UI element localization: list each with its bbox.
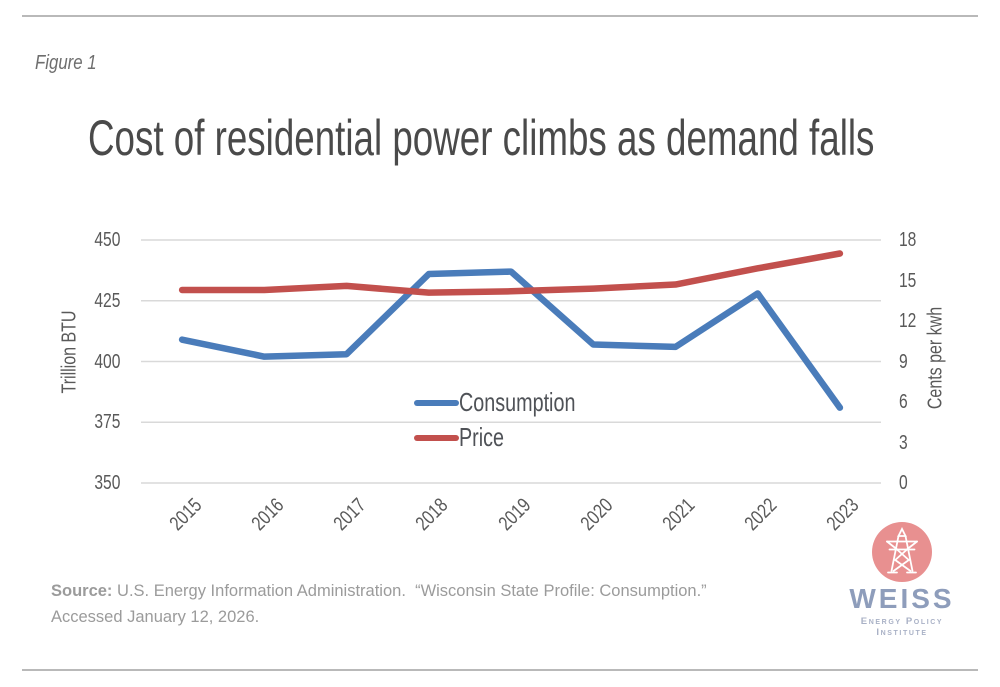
chart-title-text: Cost of residential power climbs as dema… xyxy=(88,110,875,166)
figure-label-text: Figure 1 xyxy=(35,52,97,74)
source-label: Source: xyxy=(51,582,113,600)
right-tick-label: 12 xyxy=(899,310,917,332)
legend-item-price: Price xyxy=(414,424,518,451)
right-tick-label: 18 xyxy=(899,229,917,251)
logo-circle xyxy=(872,522,932,582)
transmission-tower-icon xyxy=(886,526,918,574)
left-tick-label: 350 xyxy=(93,472,120,494)
source-accessed: Accessed January 12, 2026. xyxy=(51,608,260,626)
right-tick-label: 15 xyxy=(899,269,917,292)
price-line-swatch xyxy=(414,434,459,441)
right-axis-title: Cents per kwh xyxy=(924,306,947,410)
source-text: U.S. Energy Information Administration. … xyxy=(112,582,707,600)
legend-label-price: Price xyxy=(459,422,505,452)
right-tick-label: 3 xyxy=(899,431,908,454)
left-tick-label: 400 xyxy=(93,350,120,373)
logo-tagline: Energy Policy Institute xyxy=(860,616,944,638)
legend-item-consumption: Consumption xyxy=(414,389,612,416)
chart-title: Cost of residential power climbs as dema… xyxy=(88,112,1000,164)
right-tick-label: 9 xyxy=(899,350,908,373)
right-tick-label: 6 xyxy=(899,391,908,413)
left-axis-title: Trillion BTU xyxy=(58,310,81,394)
left-tick-label: 450 xyxy=(93,229,120,251)
consumption-line-swatch xyxy=(414,399,459,406)
consumption-line xyxy=(178,268,844,411)
source-note: Source: U.S. Energy Information Administ… xyxy=(51,578,791,630)
figure-label: Figure 1 xyxy=(35,52,108,75)
left-tick-label: 375 xyxy=(93,411,120,434)
logo-wordmark: WEISS xyxy=(849,583,955,614)
legend-label-consumption: Consumption xyxy=(459,387,576,417)
top-divider xyxy=(22,15,978,17)
bottom-divider xyxy=(22,669,978,671)
right-tick-label: 0 xyxy=(899,472,908,494)
left-tick-label: 425 xyxy=(93,289,120,312)
price-line xyxy=(178,250,844,296)
weiss-logo: WEISS Energy Policy Institute xyxy=(835,522,969,638)
